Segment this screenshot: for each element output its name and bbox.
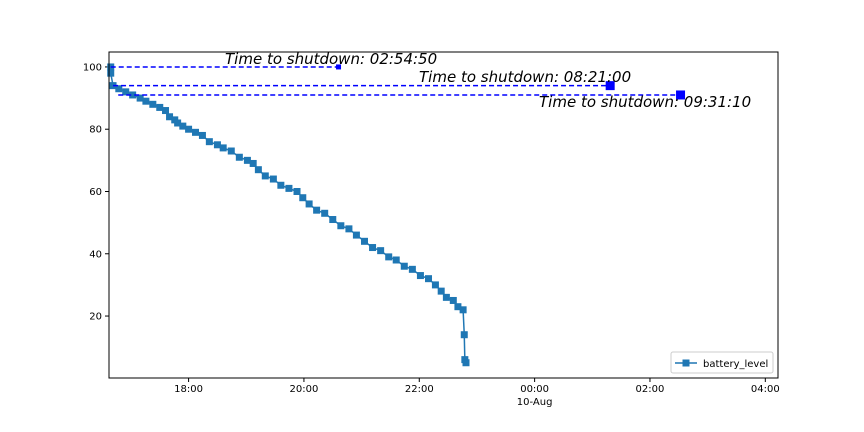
projection-end: [676, 90, 686, 100]
data-point: [174, 119, 182, 127]
y-tick-label: 20: [89, 312, 102, 323]
data-point: [269, 175, 277, 183]
data-point: [185, 125, 193, 133]
data-point: [205, 138, 213, 146]
x-tick-label: 18:00: [174, 384, 203, 395]
data-point: [227, 147, 235, 155]
data-point: [115, 85, 123, 93]
y-tick-label: 80: [89, 125, 102, 136]
data-point: [321, 209, 329, 217]
data-point: [425, 275, 433, 283]
data-point: [299, 194, 307, 202]
data-point: [416, 272, 424, 280]
data-point: [459, 306, 467, 314]
data-point: [213, 141, 221, 149]
data-point: [305, 200, 313, 208]
data-point: [156, 103, 164, 111]
data-point: [431, 281, 439, 289]
data-point: [449, 296, 457, 304]
plot-frame: [108, 51, 779, 379]
data-point: [329, 216, 337, 224]
data-point: [345, 225, 353, 233]
data-point: [122, 88, 130, 96]
data-point: [142, 97, 150, 105]
data-point: [337, 222, 345, 230]
data-point: [454, 303, 462, 311]
legend-label: battery_level: [703, 359, 768, 370]
projection-end: [605, 81, 615, 91]
data-point: [261, 172, 269, 180]
data-point: [360, 237, 368, 245]
data-point: [179, 122, 187, 130]
data-point: [369, 244, 377, 252]
data-point: [129, 91, 137, 99]
x-tick-label: 04:00: [751, 384, 780, 395]
y-tick-label: 100: [83, 62, 102, 73]
data-point: [352, 231, 360, 239]
x-date-label: 10-Aug: [517, 397, 553, 408]
data-point: [136, 94, 144, 102]
data-point: [149, 100, 157, 108]
x-tick-label: 22:00: [405, 384, 434, 395]
y-tick-label: 60: [89, 187, 102, 198]
data-point: [313, 206, 321, 214]
data-point: [249, 159, 257, 167]
data-point: [442, 293, 450, 301]
data-point: [462, 359, 470, 367]
data-point: [107, 69, 115, 77]
data-point: [162, 107, 170, 115]
data-point: [198, 131, 206, 139]
annotation: Time to shutdown: 08:21:00: [419, 68, 631, 86]
legend-box: [670, 351, 774, 374]
data-point: [408, 265, 416, 273]
annotation: Time to shutdown: 02:54:50: [225, 50, 437, 68]
data-point: [243, 156, 251, 164]
data-point: [385, 253, 393, 261]
annotation: Time to shutdown: 09:31:10: [539, 93, 751, 111]
data-point: [192, 128, 200, 136]
data-point: [392, 256, 400, 264]
data-point: [293, 187, 301, 195]
x-tick-label: 02:00: [636, 384, 665, 395]
y-tick-label: 40: [89, 249, 102, 260]
x-tick-label: 20:00: [290, 384, 319, 395]
data-point: [277, 181, 285, 189]
data-point: [254, 166, 262, 174]
data-point: [437, 287, 445, 295]
data-point: [400, 262, 408, 270]
x-tick-label: 00:00: [520, 384, 549, 395]
projection-end: [336, 64, 342, 70]
data-point: [377, 247, 385, 255]
data-point: [235, 153, 243, 161]
legend-marker: [682, 359, 690, 367]
data-point: [460, 331, 468, 339]
data-point: [219, 144, 227, 152]
data-point: [285, 184, 293, 192]
data-point: [166, 113, 174, 121]
